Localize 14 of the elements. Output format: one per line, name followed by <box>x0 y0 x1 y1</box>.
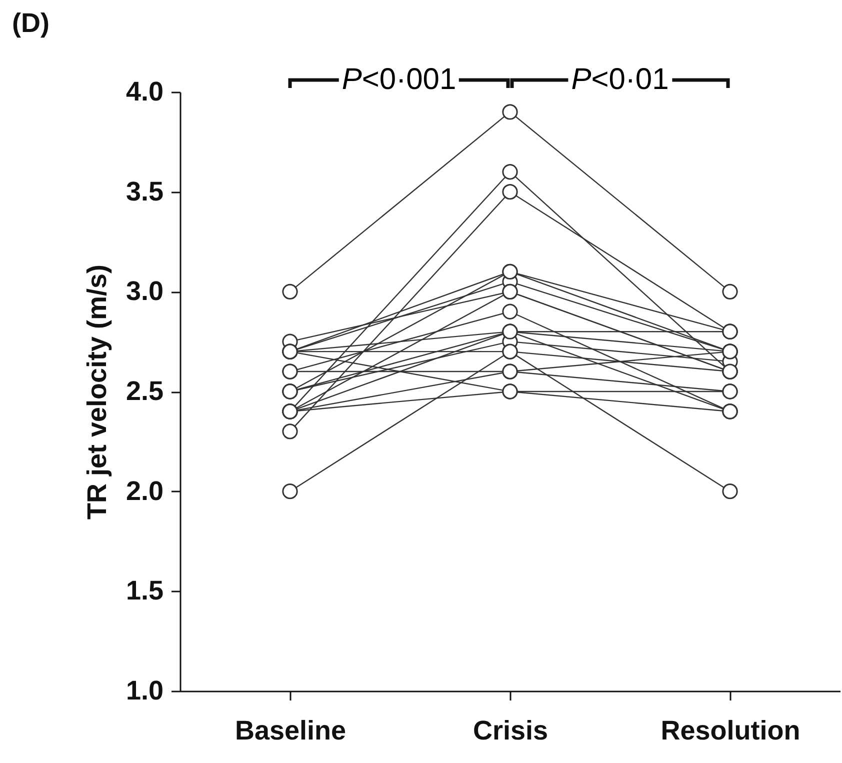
y-axis-title: TR jet velocity (m/s) <box>82 264 112 520</box>
y-tick-label: 3.5 <box>126 176 164 206</box>
x-tick-label: Baseline <box>234 716 346 746</box>
y-tick-label: 4.0 <box>126 76 164 106</box>
y-tick-label: 2.5 <box>126 376 164 406</box>
x-tick-label: Resolution <box>660 716 800 746</box>
y-tick-label: 3.0 <box>126 276 164 306</box>
y-tick-label: 1.5 <box>126 576 164 606</box>
y-tick-label: 1.0 <box>126 676 164 706</box>
y-tick-label: 2.0 <box>126 476 164 506</box>
annotation: P<0·001 <box>338 63 460 96</box>
annotation: P<0·01 <box>568 63 672 96</box>
chart-title: (D) <box>12 8 50 38</box>
x-tick-label: Crisis <box>472 716 548 746</box>
